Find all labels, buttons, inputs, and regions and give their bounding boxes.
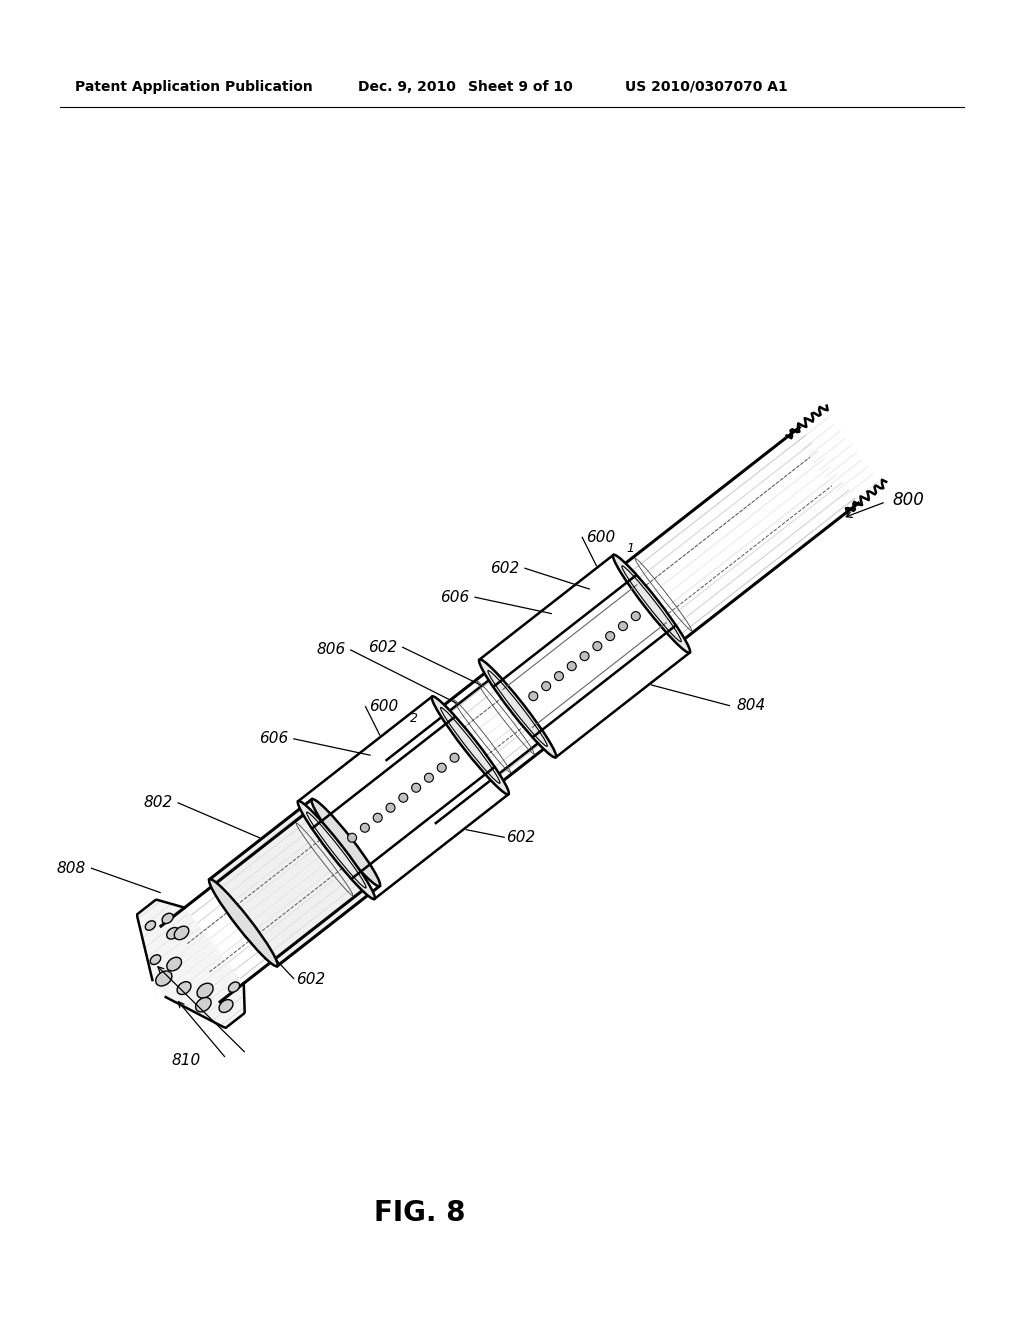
Ellipse shape [311, 799, 380, 886]
Text: 808: 808 [57, 861, 86, 875]
Ellipse shape [613, 554, 690, 653]
Ellipse shape [567, 661, 577, 671]
Ellipse shape [528, 692, 538, 701]
Ellipse shape [197, 983, 213, 998]
Ellipse shape [151, 954, 161, 965]
Text: 806: 806 [316, 643, 345, 657]
Ellipse shape [162, 913, 173, 924]
Ellipse shape [298, 801, 375, 899]
Ellipse shape [479, 660, 556, 758]
Ellipse shape [542, 681, 551, 690]
Ellipse shape [167, 928, 179, 939]
Ellipse shape [450, 754, 459, 762]
Ellipse shape [228, 982, 240, 993]
Ellipse shape [593, 642, 602, 651]
Ellipse shape [174, 927, 188, 940]
Text: 2: 2 [410, 711, 418, 725]
Ellipse shape [156, 972, 172, 986]
Ellipse shape [618, 622, 628, 631]
Ellipse shape [373, 813, 382, 822]
Text: Patent Application Publication: Patent Application Publication [75, 81, 312, 94]
Ellipse shape [631, 611, 640, 620]
Polygon shape [161, 428, 858, 1002]
Polygon shape [479, 554, 690, 758]
Ellipse shape [145, 921, 156, 931]
Text: Dec. 9, 2010: Dec. 9, 2010 [358, 81, 456, 94]
Ellipse shape [347, 833, 356, 842]
Ellipse shape [196, 998, 211, 1012]
Text: 602: 602 [506, 830, 536, 845]
Ellipse shape [412, 783, 421, 792]
Text: 810: 810 [172, 1053, 201, 1068]
Ellipse shape [554, 672, 563, 681]
Ellipse shape [398, 793, 408, 803]
Text: 606: 606 [440, 590, 470, 605]
Text: 602: 602 [490, 561, 519, 576]
Ellipse shape [580, 652, 589, 660]
Ellipse shape [360, 824, 370, 832]
Polygon shape [298, 697, 509, 899]
Text: 600: 600 [586, 529, 615, 545]
Ellipse shape [167, 957, 181, 972]
Text: 804: 804 [736, 698, 766, 713]
Ellipse shape [219, 999, 232, 1012]
Text: 1: 1 [627, 543, 634, 556]
Text: 802: 802 [143, 796, 173, 810]
Text: 602: 602 [368, 640, 397, 655]
Text: 800: 800 [892, 491, 924, 508]
Ellipse shape [605, 631, 614, 640]
Text: 606: 606 [259, 731, 289, 746]
Polygon shape [137, 900, 245, 1028]
Text: 600: 600 [370, 700, 398, 714]
Text: US 2010/0307070 A1: US 2010/0307070 A1 [625, 81, 787, 94]
Text: FIG. 8: FIG. 8 [374, 1199, 466, 1228]
Ellipse shape [432, 697, 509, 795]
Polygon shape [210, 800, 380, 966]
Ellipse shape [209, 879, 278, 966]
Text: 602: 602 [296, 972, 325, 987]
Ellipse shape [437, 763, 446, 772]
Ellipse shape [424, 774, 433, 783]
Text: Sheet 9 of 10: Sheet 9 of 10 [468, 81, 572, 94]
Ellipse shape [177, 982, 190, 994]
Ellipse shape [386, 804, 395, 812]
